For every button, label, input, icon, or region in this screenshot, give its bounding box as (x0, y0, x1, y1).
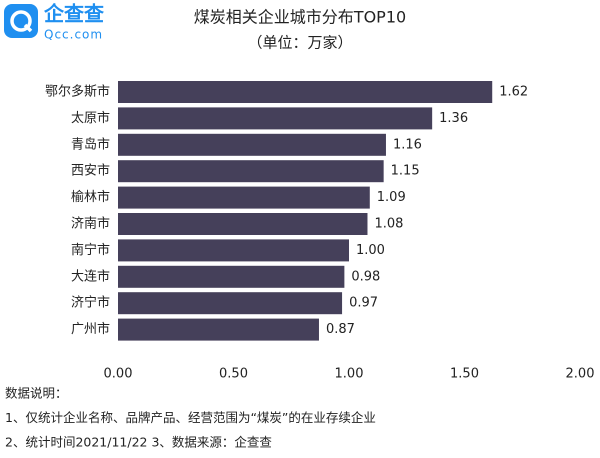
y-tick-label: 青岛市 (71, 136, 110, 152)
bar (118, 292, 343, 315)
logo-icon (4, 4, 38, 38)
chart-subtitle: （单位：万家） (247, 34, 352, 52)
logo: 企查查 Qcc.com (4, 2, 104, 42)
bar (118, 160, 384, 183)
logo-q (10, 10, 32, 32)
bar (118, 107, 433, 130)
y-tick-label: 济南市 (71, 216, 110, 232)
bar (118, 186, 370, 209)
y-tick-label: 南宁市 (71, 242, 110, 258)
note: 数据说明： (5, 386, 68, 401)
note: 2、统计时间2021/11/22 3、数据来源：企查查 (5, 435, 272, 450)
y-tick-label: 榆林市 (71, 189, 110, 205)
y-tick-label: 太原市 (71, 110, 110, 126)
x-tick-label: 1.50 (450, 367, 479, 382)
bar (118, 265, 345, 288)
bar (118, 133, 386, 156)
value-label: 0.98 (351, 269, 380, 284)
y-tick-label: 鄂尔多斯市 (45, 84, 110, 100)
x-tick-label: 0.50 (219, 367, 248, 382)
logo-q-tail (23, 23, 33, 33)
note: 1、仅统计企业名称、品牌产品、经营范围为“煤炭”的在业存续企业 (5, 410, 376, 425)
value-label: 1.36 (439, 111, 468, 126)
bar (118, 318, 319, 341)
bar (118, 239, 349, 262)
logo-name: 企查查 (43, 2, 104, 26)
y-tick-label: 济宁市 (71, 295, 110, 311)
x-tick-label: 1.00 (335, 367, 364, 382)
bar (118, 81, 493, 103)
value-label: 0.87 (326, 322, 355, 337)
x-tick-label: 2.00 (566, 367, 595, 382)
value-label: 1.62 (499, 85, 528, 100)
value-label: 1.15 (391, 164, 420, 179)
y-tick-label: 广州市 (71, 321, 110, 337)
logo-domain: Qcc.com (44, 28, 103, 42)
value-label: 1.09 (377, 190, 406, 205)
chart-title: 煤炭相关企业城市分布TOP10 (194, 8, 406, 27)
value-label: 1.00 (356, 243, 385, 258)
value-label: 0.97 (349, 296, 378, 311)
value-label: 1.08 (374, 217, 403, 232)
bar (118, 213, 368, 235)
y-tick-label: 大连市 (71, 268, 110, 284)
value-label: 1.16 (393, 137, 422, 152)
y-tick-label: 西安市 (71, 163, 110, 179)
x-tick-label: 0.00 (104, 367, 133, 382)
